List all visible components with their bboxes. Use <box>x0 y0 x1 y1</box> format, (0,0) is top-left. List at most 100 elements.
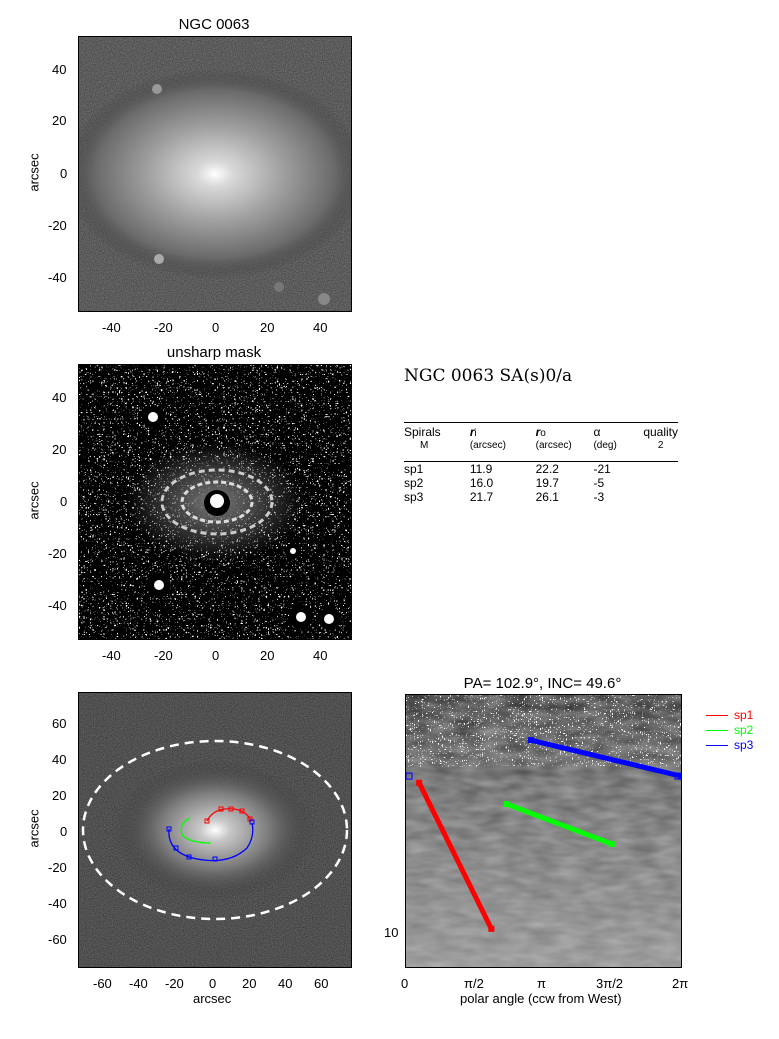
row-ro: 22.2 <box>535 462 559 476</box>
panel2-xtick: 0 <box>212 648 220 663</box>
row-name: sp2 <box>404 476 424 490</box>
panel2-ytick: 40 <box>52 390 67 405</box>
panel3-xtick: -40 <box>129 976 148 991</box>
panel3-ytick: -60 <box>48 932 67 947</box>
panel1-xtick: 0 <box>212 320 220 335</box>
row-alpha: -21 <box>593 462 611 476</box>
panel1-xtick: -20 <box>154 320 173 335</box>
col-alpha: α <box>593 425 601 439</box>
panel2-ytick: -40 <box>48 598 67 613</box>
galaxy-header: NGC 0063 SA(s)0/a <box>404 366 573 386</box>
panel3-ytick: -20 <box>48 860 67 875</box>
col-quality-val: 2 <box>657 440 664 451</box>
row-ro: 19.7 <box>535 476 559 490</box>
unsharp-mask-image <box>78 364 352 640</box>
col-ri-unit: (arcsec) <box>469 440 506 451</box>
series-point-sp2 <box>608 840 615 847</box>
panel3-ytick: 20 <box>52 788 67 803</box>
panel3-xlabel: arcsec <box>193 991 232 1006</box>
col-ro: ro <box>535 425 546 439</box>
table-row: sp3 21.7 26.1 -3 <box>404 490 678 504</box>
panel1-ytick: -20 <box>48 218 67 233</box>
panel1-xtick: 40 <box>313 320 328 335</box>
row-name: sp3 <box>404 490 424 504</box>
row-ro: 26.1 <box>535 490 559 504</box>
panel2-xtick: -20 <box>154 648 173 663</box>
col-alpha-unit: (deg) <box>593 440 617 451</box>
col-quality: quality <box>643 425 678 439</box>
panel1-xtick: -40 <box>102 320 121 335</box>
panel3-ytick: 40 <box>52 752 67 767</box>
col-ri: ri <box>469 425 477 439</box>
row-ri: 21.7 <box>469 490 494 504</box>
polar-plot-frame <box>405 694 682 968</box>
chart-ytick: 10 <box>384 925 399 940</box>
galaxy-image <box>78 36 352 312</box>
row-ri: 11.9 <box>469 462 493 476</box>
legend-line-sp3 <box>706 745 728 746</box>
panel3-ytick: -40 <box>48 896 67 911</box>
chart-xtick: 0 <box>401 976 409 991</box>
table-row: sp2 16.0 19.7 -5 <box>404 476 678 490</box>
panel2-xtick: 40 <box>313 648 328 663</box>
panel2-ytick: 0 <box>60 494 68 509</box>
col-m: M <box>420 440 429 451</box>
panel1-ytick: 0 <box>60 166 68 181</box>
panel2-ytick: -20 <box>48 546 67 561</box>
row-alpha: -3 <box>593 490 605 504</box>
unsharp-mask-svg <box>79 365 351 639</box>
series-point-sp1 <box>416 779 423 786</box>
panel3-xtick: -20 <box>165 976 184 991</box>
wrap-marker-sp3 <box>674 772 681 780</box>
panel3-ylabel: arcsec <box>26 809 42 848</box>
polar-plot-svg <box>406 695 681 967</box>
legend-label-sp1: sp1 <box>734 708 754 722</box>
table-row: sp1 11.9 22.2 -21 <box>404 462 678 476</box>
panel1-xtick: 20 <box>260 320 275 335</box>
panel1-ytick: -40 <box>48 270 67 285</box>
galaxy-image-svg <box>79 37 351 311</box>
panel2-ytick: 20 <box>52 442 67 457</box>
chart-title: PA= 102.9°, INC= 49.6° <box>463 675 622 692</box>
panel3-xtick: -60 <box>93 976 112 991</box>
panel3-xtick: 0 <box>209 976 217 991</box>
table-top-rule <box>404 422 678 423</box>
overlay-image <box>78 692 352 968</box>
series-point-sp1 <box>488 925 495 932</box>
panel3-xtick: 60 <box>314 976 329 991</box>
series-line-sp2 <box>505 801 613 847</box>
chart-xtick: 3π/2 <box>596 976 624 991</box>
series-line-sp3 <box>530 737 681 779</box>
col-spirals: Spirals <box>404 425 441 439</box>
row-ri: 16.0 <box>469 476 494 490</box>
panel2-ylabel: arcsec <box>26 481 42 520</box>
panel3-ytick: 60 <box>52 716 67 731</box>
panel1-ytick: 40 <box>52 62 67 77</box>
chart-xtick: π <box>537 976 546 991</box>
chart-xtick: π/2 <box>464 976 484 991</box>
row-alpha: -5 <box>593 476 605 490</box>
chart-xtick: 2π <box>672 976 689 991</box>
chart-xlabel: polar angle (ccw from West) <box>460 991 622 1006</box>
panel1-ytick: 20 <box>52 113 67 128</box>
panel2-xtick: -40 <box>102 648 121 663</box>
row-name: sp1 <box>404 462 424 476</box>
col-ro-unit: (arcsec) <box>535 440 572 451</box>
spiral-table: Spirals ri ro α quality M (arcsec) (arcs… <box>404 425 678 504</box>
panel3-xtick: 20 <box>242 976 257 991</box>
panel2-title: unsharp mask <box>166 344 262 361</box>
panel3-ytick: 0 <box>60 824 68 839</box>
panel2-xtick: 20 <box>260 648 275 663</box>
series-point-sp3 <box>677 773 681 780</box>
panel1-title: NGC 0063 <box>178 16 250 33</box>
series-point-sp3 <box>527 737 534 744</box>
series-point-sp2 <box>503 801 510 808</box>
table-mid-rule <box>404 461 678 462</box>
legend-line-sp2 <box>706 730 728 731</box>
legend-label-sp3: sp3 <box>734 738 754 752</box>
panel3-xtick: 40 <box>278 976 293 991</box>
panel1-ylabel: arcsec <box>26 153 42 192</box>
series-line-sp1 <box>416 781 494 930</box>
legend-line-sp1 <box>706 715 728 716</box>
overlay-svg <box>79 693 351 967</box>
